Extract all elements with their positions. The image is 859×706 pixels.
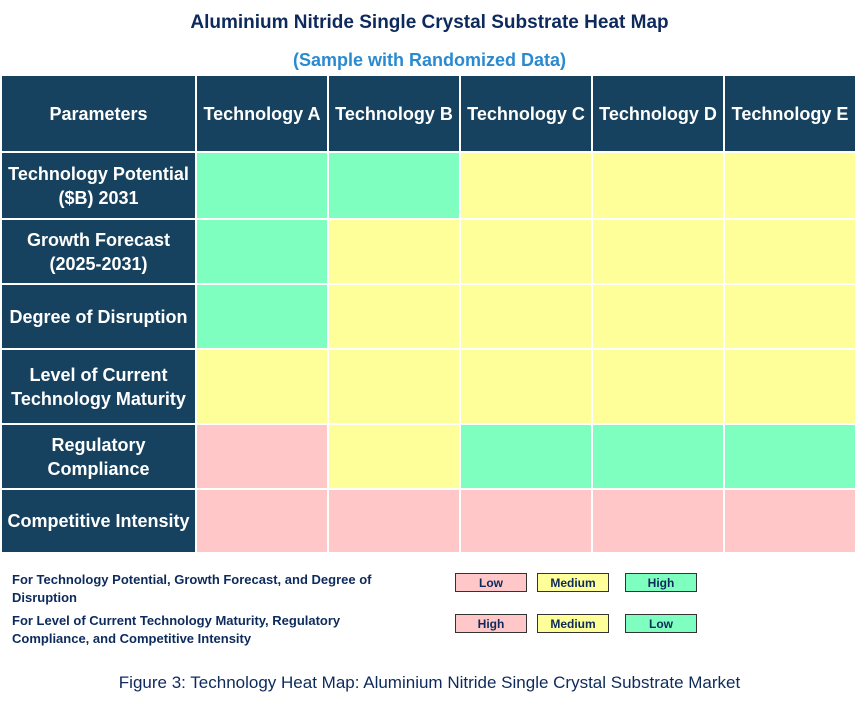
heat-cell — [197, 285, 327, 348]
legend-box: Low — [455, 573, 527, 592]
caption: Figure 3: Technology Heat Map: Aluminium… — [118, 673, 741, 692]
column-header: Parameters — [2, 76, 195, 151]
row-header: Degree of Disruption — [2, 285, 195, 348]
column-header: Technology A — [197, 76, 327, 151]
heat-cell — [329, 350, 459, 423]
legend-box: High — [455, 614, 527, 633]
row-header: Regulatory Compliance — [2, 425, 195, 488]
legend-box: Medium — [537, 573, 609, 592]
heat-cell — [329, 153, 459, 218]
heat-cell — [461, 425, 591, 488]
heat-cell — [461, 490, 591, 552]
column-header: Technology D — [593, 76, 723, 151]
row-header: Competitive Intensity — [2, 490, 195, 552]
column-header: Technology E — [725, 76, 855, 151]
heat-cell — [329, 490, 459, 552]
subtitle: (Sample with Randomized Data) — [292, 50, 567, 70]
legend-text: For Level of Current Technology Maturity… — [12, 613, 341, 646]
legend-text: For Technology Potential, Growth Forecas… — [12, 572, 372, 605]
heat-cell — [461, 350, 591, 423]
heat-cell — [197, 220, 327, 283]
title: Aluminium Nitride Single Crystal Substra… — [190, 12, 669, 33]
heat-cell — [593, 350, 723, 423]
heat-cell — [197, 153, 327, 218]
row-header: Level of Current Technology Maturity — [2, 350, 195, 423]
heat-cell — [593, 153, 723, 218]
heat-cell — [197, 350, 327, 423]
heat-cell — [329, 285, 459, 348]
heat-cell — [461, 153, 591, 218]
legend-box: Medium — [537, 614, 609, 633]
row-header: Technology Potential ($B) 2031 — [2, 153, 195, 218]
heat-cell — [725, 490, 855, 552]
heat-cell — [725, 350, 855, 423]
column-header: Technology C — [461, 76, 591, 151]
heat-cell — [593, 285, 723, 348]
legend-box: High — [625, 573, 697, 592]
heat-cell — [725, 425, 855, 488]
heat-cell — [725, 220, 855, 283]
heat-cell — [593, 220, 723, 283]
legend-box: Low — [625, 614, 697, 633]
row-header: Growth Forecast (2025-2031) — [2, 220, 195, 283]
heat-cell — [461, 285, 591, 348]
heat-cell — [593, 425, 723, 488]
heat-cell — [725, 285, 855, 348]
heat-cell — [197, 490, 327, 552]
heat-cell — [329, 220, 459, 283]
heat-cell — [197, 425, 327, 488]
heat-cell — [725, 153, 855, 218]
heat-cell — [593, 490, 723, 552]
heat-cell — [461, 220, 591, 283]
column-header: Technology B — [329, 76, 459, 151]
heat-cell — [329, 425, 459, 488]
